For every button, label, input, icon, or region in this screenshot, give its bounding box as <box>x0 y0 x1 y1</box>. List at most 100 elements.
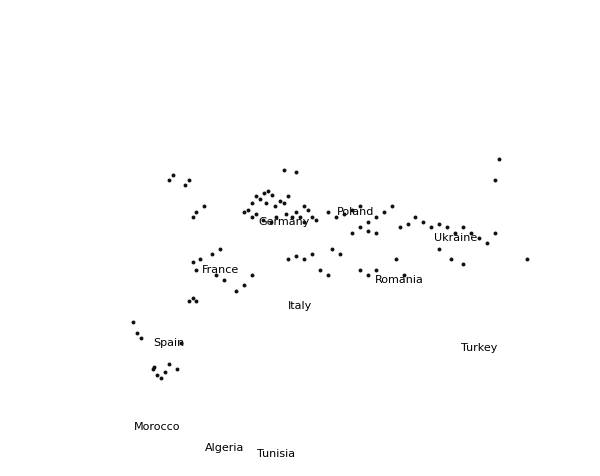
Point <box>164 360 173 368</box>
Point <box>188 258 197 266</box>
Text: Turkey: Turkey <box>461 343 497 353</box>
Point <box>307 250 317 258</box>
Point <box>172 366 181 373</box>
Point <box>323 271 332 278</box>
Point <box>327 245 337 252</box>
Point <box>180 182 190 189</box>
Point <box>315 266 325 273</box>
Point <box>387 203 397 210</box>
Point <box>244 206 253 213</box>
Point <box>475 234 484 242</box>
Point <box>287 213 297 221</box>
Text: Morocco: Morocco <box>133 422 180 432</box>
Point <box>256 195 265 203</box>
Point <box>311 216 321 224</box>
Point <box>196 255 205 263</box>
Point <box>247 213 257 221</box>
Point <box>283 255 293 263</box>
Point <box>307 213 317 221</box>
Point <box>279 199 289 207</box>
Point <box>458 224 468 231</box>
Point <box>335 250 344 258</box>
Point <box>434 245 444 252</box>
Text: Spain: Spain <box>153 338 184 348</box>
Point <box>128 318 137 326</box>
Point <box>339 210 349 218</box>
Text: Germany: Germany <box>259 217 310 227</box>
Point <box>232 287 241 294</box>
Point <box>279 166 289 173</box>
Point <box>363 271 373 278</box>
Point <box>371 213 380 221</box>
Point <box>522 255 532 263</box>
Point <box>149 364 159 371</box>
Point <box>347 229 356 237</box>
Point <box>200 203 209 210</box>
Point <box>291 252 301 260</box>
Point <box>355 203 365 210</box>
Point <box>303 206 313 213</box>
Point <box>299 203 309 210</box>
Point <box>247 271 257 278</box>
Point <box>152 371 161 378</box>
Point <box>251 210 261 218</box>
Point <box>466 229 476 237</box>
Point <box>331 213 341 221</box>
Text: Tunisia: Tunisia <box>257 448 295 458</box>
Text: Algeria: Algeria <box>205 443 244 453</box>
Point <box>168 171 178 178</box>
Point <box>482 239 492 247</box>
Point <box>355 224 365 231</box>
Point <box>275 198 285 205</box>
Point <box>299 218 309 226</box>
Point <box>458 260 468 268</box>
Point <box>291 168 301 176</box>
Point <box>403 220 412 228</box>
Point <box>363 227 373 235</box>
Point <box>410 213 420 221</box>
Point <box>443 224 452 231</box>
Point <box>271 213 281 221</box>
Point <box>259 189 269 197</box>
Point <box>270 203 280 210</box>
Text: Italy: Italy <box>288 301 312 311</box>
Point <box>191 298 201 305</box>
Text: Poland: Poland <box>337 207 374 217</box>
Point <box>266 218 275 226</box>
Point <box>156 374 166 382</box>
Point <box>490 229 500 237</box>
Point <box>136 334 146 342</box>
Point <box>188 294 197 302</box>
Point <box>263 187 273 195</box>
Point <box>247 199 257 207</box>
Point <box>419 218 428 226</box>
Point <box>164 176 173 184</box>
Point <box>239 281 249 289</box>
Point <box>391 255 400 263</box>
Point <box>371 229 380 237</box>
Point <box>323 208 332 216</box>
Point <box>176 339 185 347</box>
Point <box>281 210 291 218</box>
Point <box>188 213 197 221</box>
Point <box>355 266 365 273</box>
Point <box>371 266 380 273</box>
Point <box>283 192 293 200</box>
Point <box>191 208 201 216</box>
Point <box>160 368 169 376</box>
Point <box>212 271 221 278</box>
Point <box>268 191 277 198</box>
Point <box>363 218 373 226</box>
Text: Ukraine: Ukraine <box>434 233 477 243</box>
Point <box>395 224 404 231</box>
Text: Romania: Romania <box>375 275 424 285</box>
Point <box>191 266 201 273</box>
Point <box>208 250 217 258</box>
Point <box>299 255 309 263</box>
Point <box>446 255 456 263</box>
Point <box>239 208 249 216</box>
Point <box>347 206 356 213</box>
Point <box>261 199 271 207</box>
Point <box>490 176 500 184</box>
Point <box>251 192 261 200</box>
